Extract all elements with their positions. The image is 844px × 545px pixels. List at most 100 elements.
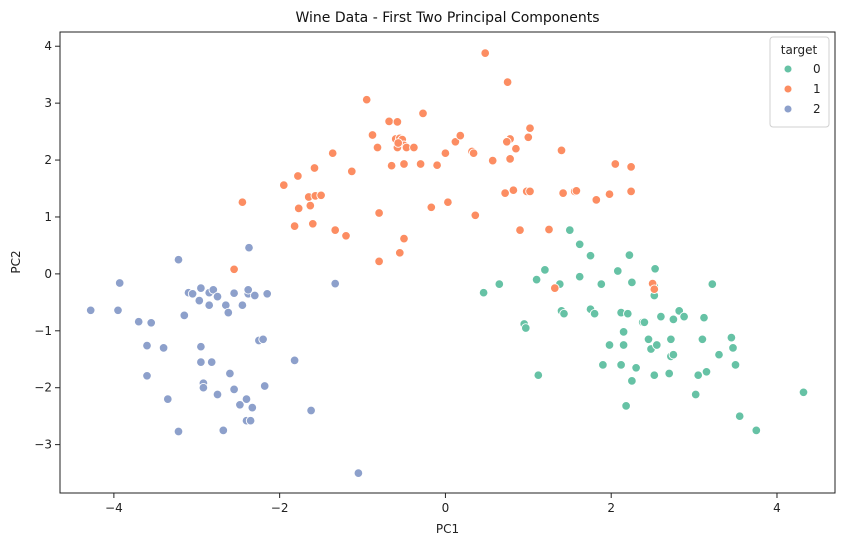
data-point-target-1 [316,190,326,201]
data-point-target-1 [502,77,513,87]
y-tick-label: −1 [34,324,52,338]
data-point-target-2 [229,288,239,298]
data-point-target-2 [306,405,316,416]
data-point-target-1 [515,225,525,235]
data-point-target-1 [511,143,521,154]
data-point-target-2 [146,318,156,328]
data-point-target-0 [618,340,629,350]
data-point-target-2 [196,357,206,367]
legend-box [769,36,830,128]
data-point-target-1 [450,137,461,147]
y-tick-label: 0 [44,267,52,281]
data-point-target-2 [225,368,235,379]
data-point-target-0 [664,368,674,379]
x-tick-label: −4 [105,501,123,515]
data-point-target-2 [142,371,152,381]
data-point-target-0 [751,425,762,436]
y-axis-label: PC2 [9,250,23,273]
x-tick-label: 0 [442,501,450,515]
data-point-target-0 [604,340,615,350]
data-point-target-0 [589,308,600,319]
data-point-target-1 [550,283,560,293]
data-point-target-0 [621,401,631,411]
legend-label-0: 0 [813,62,821,76]
data-point-target-1 [443,197,453,207]
data-point-target-1 [399,233,409,244]
y-tick-label: −2 [34,381,52,395]
x-tick-label: 4 [773,501,781,515]
data-point-target-0 [618,327,629,337]
data-point-target-1 [409,142,419,153]
data-point-target-0 [643,334,654,345]
data-point-target-0 [540,265,550,275]
x-tick-label: −2 [271,501,289,515]
data-point-target-2 [212,291,223,302]
data-point-target-2 [158,343,169,353]
data-point-target-1 [293,203,304,214]
data-point-target-1 [610,159,621,169]
legend-marker-2 [783,104,793,114]
data-point-target-0 [668,349,679,360]
data-point-target-1 [468,148,479,158]
data-point-target-0 [666,334,676,345]
data-point-target-1 [591,195,602,205]
data-point-target-0 [631,363,641,373]
data-point-target-2 [187,289,198,299]
y-tick-label: 4 [44,39,52,53]
data-point-target-2 [243,285,253,295]
data-point-target-1 [395,248,405,258]
data-point-target-1 [649,284,660,294]
data-point-target-1 [455,130,466,141]
data-point-target-1 [361,94,372,105]
data-point-target-2 [258,334,268,345]
data-point-target-2 [330,278,340,289]
data-point-target-0 [616,360,626,370]
data-point-target-0 [730,360,741,370]
data-point-target-1 [374,256,384,267]
data-point-target-1 [418,108,428,119]
data-point-target-2 [206,357,217,367]
data-point-target-1 [502,137,512,147]
data-point-target-1 [415,159,426,169]
data-point-target-1 [544,224,554,235]
data-point-target-0 [649,370,660,380]
data-point-target-2 [250,290,260,301]
legend-items: 0 1 2 [783,62,821,116]
data-point-target-1 [386,160,397,171]
data-point-target-0 [693,370,703,380]
y-tick-label: 1 [44,210,52,224]
data-point-target-1 [367,130,378,140]
legend-marker-1 [783,84,793,94]
data-point-target-1 [393,138,403,148]
data-point-target-2 [142,340,152,351]
data-point-target-0 [623,308,633,319]
data-point-target-1 [487,155,498,166]
data-point-target-2 [196,283,206,293]
data-point-target-0 [627,277,637,288]
data-point-target-0 [639,317,650,328]
data-point-target-2 [85,305,96,316]
data-point-target-1 [341,231,351,241]
data-point-target-0 [624,250,635,260]
scatter-points [85,48,809,478]
data-point-target-1 [229,264,239,275]
data-point-target-2 [196,341,206,352]
data-point-target-2 [173,426,184,437]
data-point-target-2 [235,400,245,410]
legend-title: target [781,43,818,57]
data-point-target-2 [133,316,144,327]
data-point-target-0 [697,334,708,345]
data-point-target-1 [327,148,338,158]
data-point-target-1 [305,200,316,211]
data-point-target-2 [198,382,209,393]
data-point-target-2 [163,394,173,404]
legend-label-1: 1 [813,82,821,96]
data-point-target-2 [229,384,239,395]
data-point-target-1 [426,202,437,213]
data-point-target-2 [237,300,248,310]
data-point-target-0 [596,279,607,289]
data-point-target-1 [470,210,481,221]
data-point-target-2 [241,394,252,404]
data-point-target-2 [262,289,272,299]
